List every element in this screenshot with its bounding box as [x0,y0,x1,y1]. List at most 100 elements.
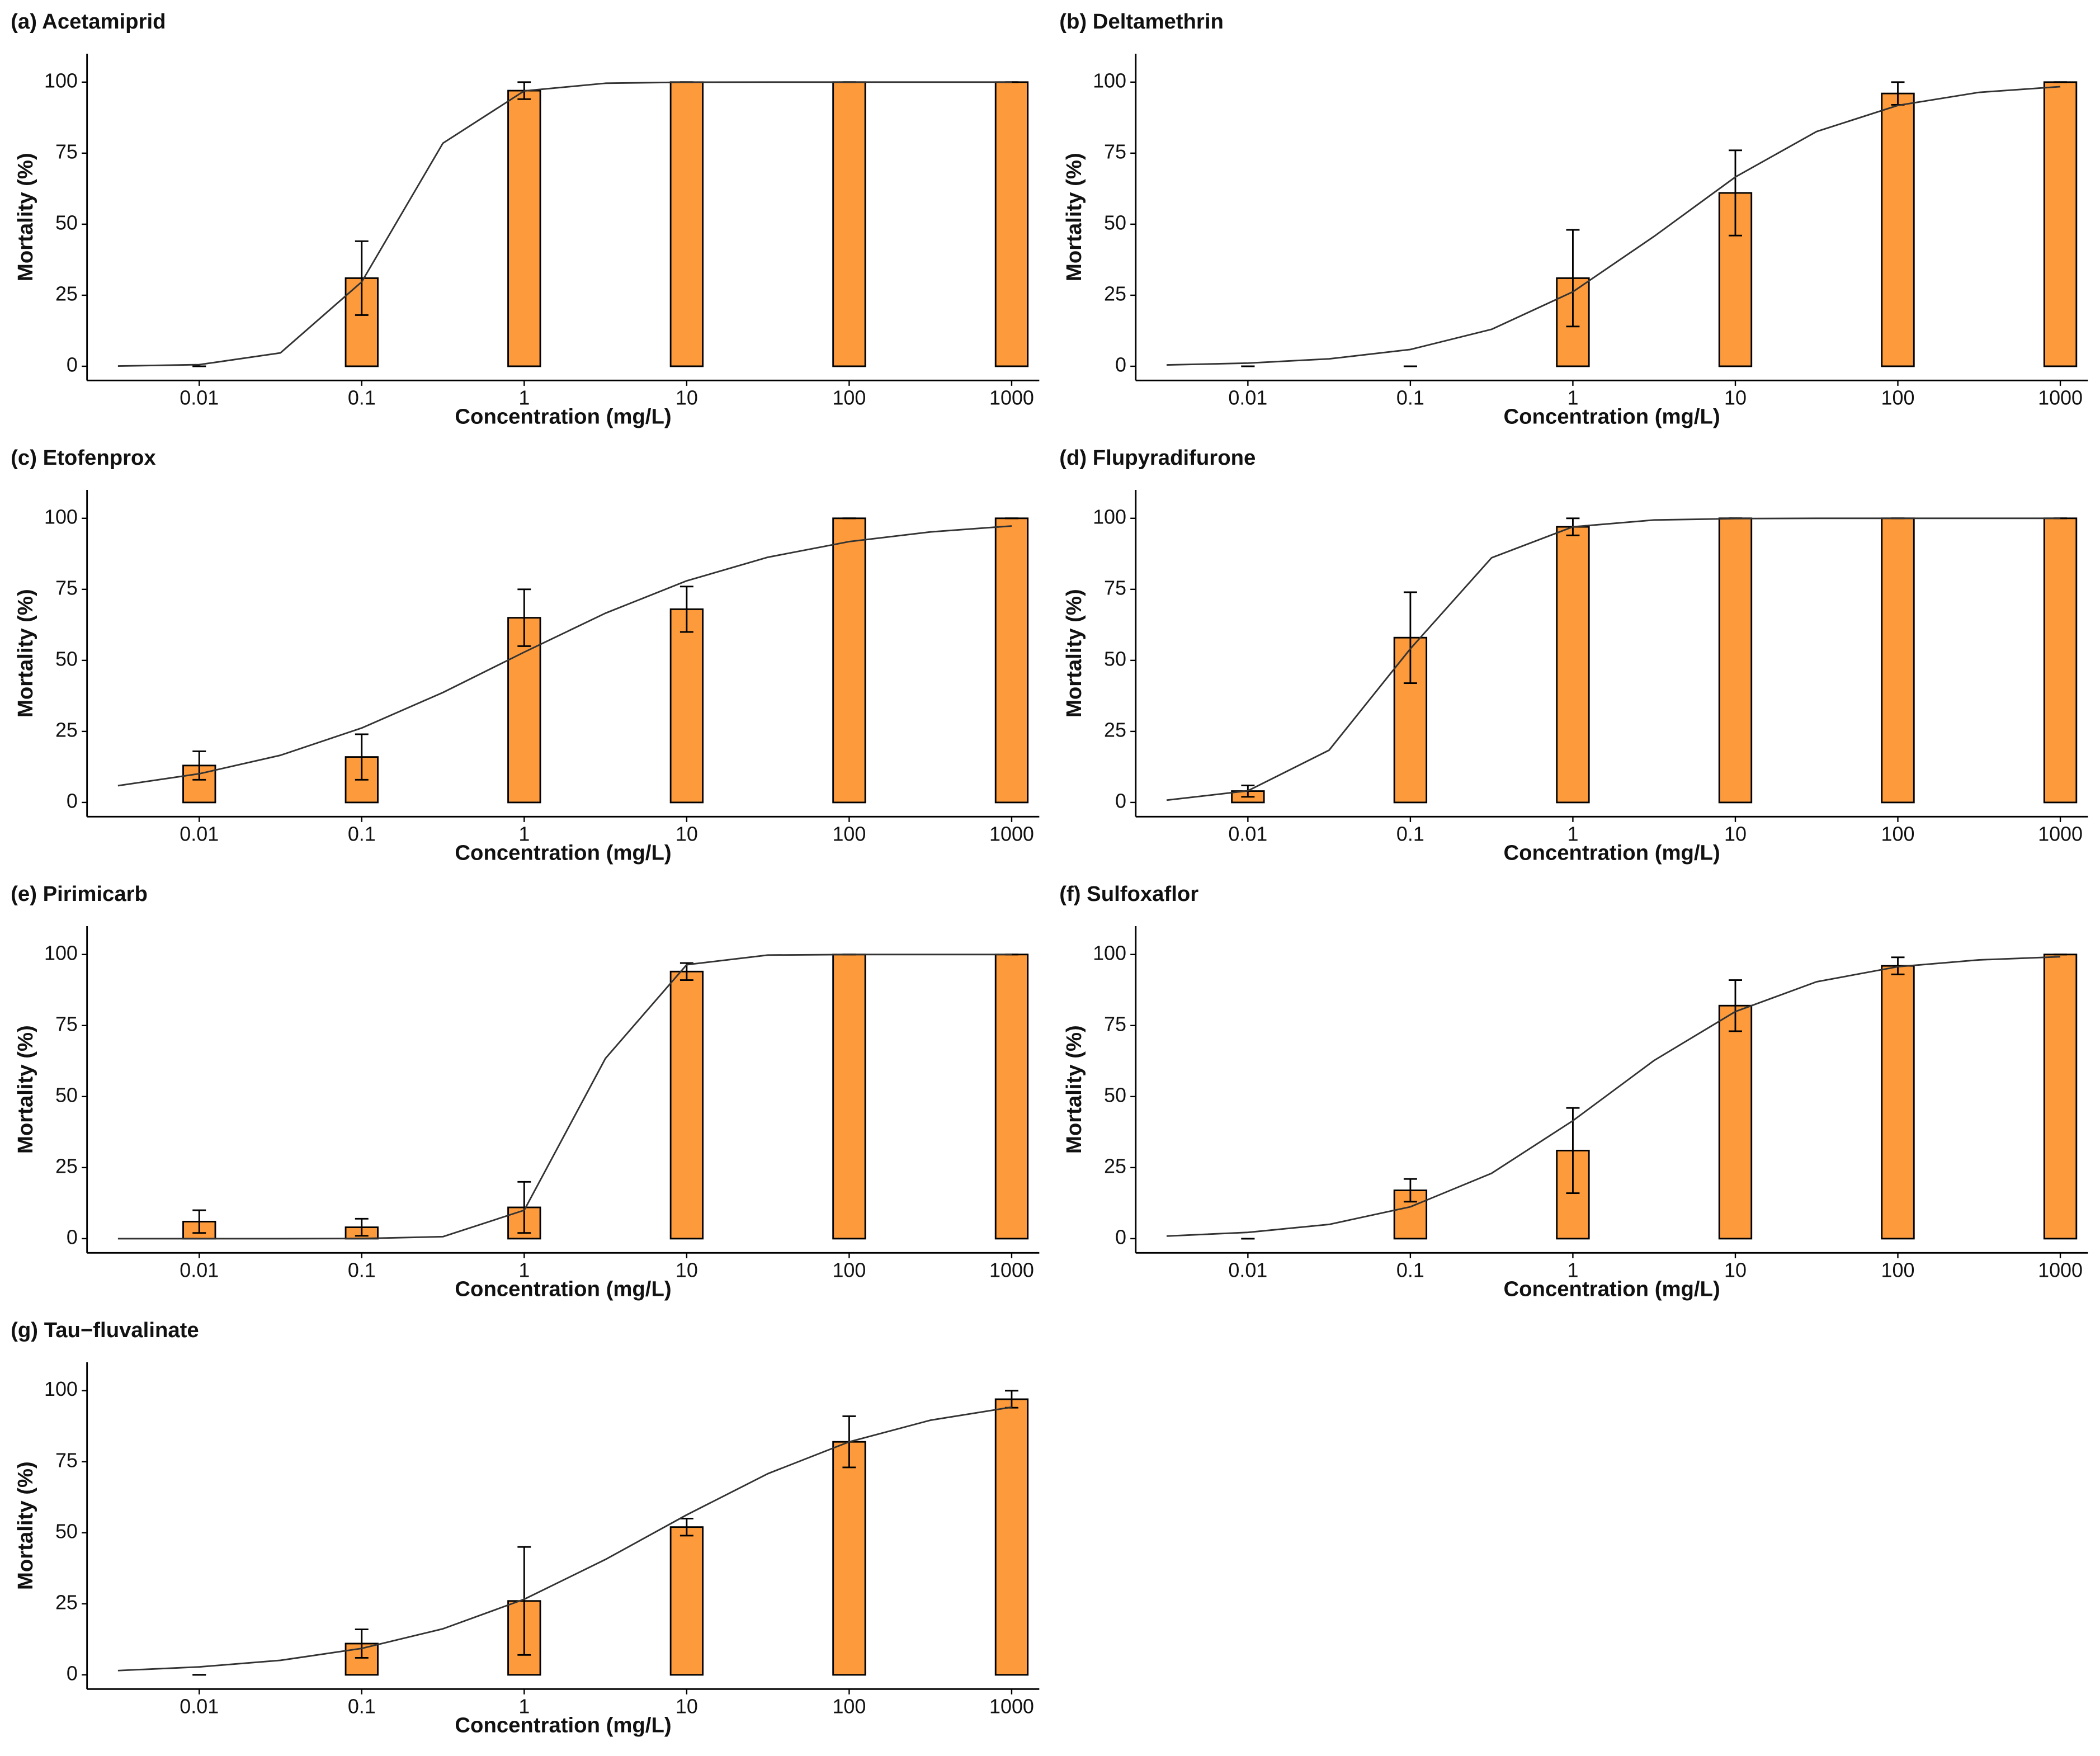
x-tick-label: 1000 [989,1694,1034,1717]
y-tick-label: 0 [1115,789,1126,812]
bar [669,970,704,1240]
panel-title: (a) Acetamiprid [11,10,166,34]
bar [669,608,704,804]
x-tick-label: 1 [1567,386,1578,409]
x-tick-label: 100 [832,1258,866,1281]
bar [345,277,379,367]
y-tick-label: 0 [1115,1225,1126,1248]
panel-title: (e) Pirimicarb [11,882,148,906]
x-tick-label: 1000 [2038,822,2083,845]
fit-curve [117,1406,1012,1672]
y-tick-label: 100 [44,69,78,92]
x-tick-label: 100 [1881,1258,1915,1281]
panel-title: (d) Flupyradifurone [1059,446,1256,470]
x-tick-label: 0.01 [1228,822,1267,845]
y-tick-label: 50 [1104,211,1126,234]
fit-curve [1166,86,2061,366]
x-tick-label: 1000 [2038,386,2083,409]
bar [669,81,704,367]
y-tick-label: 100 [1093,941,1126,964]
bar [1718,1004,1753,1240]
bar [994,953,1029,1240]
y-tick-label: 25 [1104,1154,1126,1177]
x-tick-label: 1000 [989,1258,1034,1281]
bar [1393,1189,1428,1240]
x-axis-label: Concentration (mg/L) [1504,841,1720,865]
x-axis-label: Concentration (mg/L) [1504,1277,1720,1301]
y-axis-label: Mortality (%) [13,1025,37,1154]
y-tick-label: 25 [55,282,78,305]
x-tick-label: 0.1 [348,1258,376,1281]
x-tick-label: 10 [676,1694,698,1717]
y-tick-label: 50 [55,647,78,670]
x-axis-label: Concentration (mg/L) [455,1277,671,1301]
x-axis-label: Concentration (mg/L) [455,1713,671,1737]
x-axis-label: Concentration (mg/L) [455,405,671,429]
x-tick-label: 10 [676,386,698,409]
x-tick-label: 0.01 [180,1694,219,1717]
x-tick-label: 1000 [989,386,1034,409]
bar [1718,517,1753,804]
x-tick-label: 0.01 [1228,386,1267,409]
y-axis-label: Mortality (%) [1062,153,1086,281]
y-tick-label: 75 [1104,576,1126,599]
y-axis-label: Mortality (%) [13,1461,37,1590]
y-tick-label: 50 [55,1083,78,1106]
y-tick-label: 75 [55,1448,78,1471]
bar [1556,526,1590,804]
y-tick-label: 75 [55,140,78,163]
y-tick-label: 0 [67,1661,78,1684]
y-tick-label: 25 [55,1154,78,1177]
x-axis-label: Concentration (mg/L) [1504,405,1720,429]
bar [1881,965,1915,1240]
panel-title: (g) Tau−fluvalinate [11,1318,199,1342]
x-tick-label: 1 [518,386,530,409]
y-tick-label: 75 [55,1012,78,1035]
y-axis-label: Mortality (%) [1062,1025,1086,1154]
x-tick-label: 0.01 [180,386,219,409]
fit-curve [1166,517,2061,801]
bar [1393,636,1428,804]
x-tick-label: 0.1 [348,386,376,409]
x-tick-label: 0.01 [180,822,219,845]
y-tick-label: 50 [1104,647,1126,670]
y-tick-label: 100 [1093,505,1126,528]
x-tick-label: 0.1 [1396,822,1424,845]
panel-title: (b) Deltamethrin [1059,10,1224,34]
x-tick-label: 1 [518,822,530,845]
y-tick-label: 50 [1104,1083,1126,1106]
y-axis-label: Mortality (%) [1062,589,1086,717]
bar [832,953,866,1240]
y-tick-label: 100 [1093,69,1126,92]
bar [507,89,541,367]
x-tick-label: 100 [1881,386,1915,409]
x-tick-label: 1 [518,1694,530,1717]
y-tick-label: 75 [55,576,78,599]
x-tick-label: 1000 [989,822,1034,845]
x-tick-label: 0.1 [1396,1258,1424,1281]
x-tick-label: 0.01 [1228,1258,1267,1281]
x-tick-label: 1 [1567,1258,1578,1281]
y-tick-label: 75 [1104,140,1126,163]
y-tick-label: 25 [1104,718,1126,741]
y-tick-label: 25 [55,718,78,741]
x-tick-label: 100 [832,386,866,409]
bar [832,1441,866,1676]
bar [2043,953,2078,1240]
x-tick-label: 10 [676,1258,698,1281]
y-tick-label: 75 [1104,1012,1126,1035]
x-tick-label: 0.1 [348,822,376,845]
x-tick-label: 0.1 [1396,386,1424,409]
y-axis-label: Mortality (%) [13,589,37,717]
fit-curve [1166,956,2061,1237]
y-tick-label: 0 [1115,353,1126,376]
x-tick-label: 1 [518,1258,530,1281]
bar [832,517,866,804]
fit-curve [117,953,1012,1240]
y-tick-label: 0 [67,353,78,376]
y-tick-label: 25 [55,1590,78,1613]
bar [1881,92,1915,367]
bar [2043,81,2078,367]
x-tick-label: 1 [1567,822,1578,845]
